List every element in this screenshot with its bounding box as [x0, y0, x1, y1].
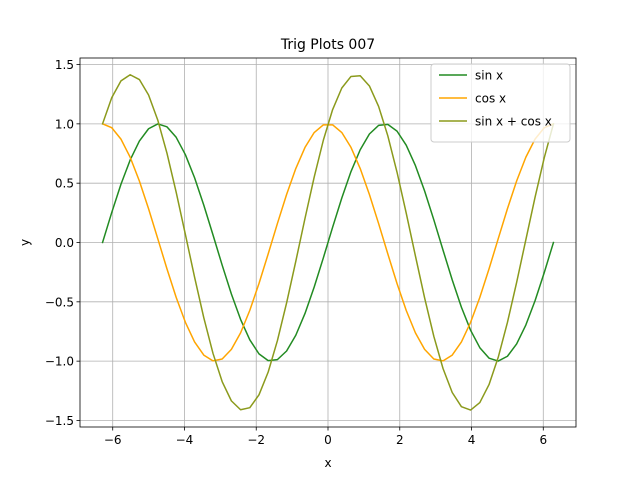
x-tick-label: −6: [104, 433, 122, 447]
y-axis-label: y: [18, 239, 32, 246]
plot-lines: [101, 73, 555, 411]
x-tick-label: 4: [468, 433, 476, 447]
chart-title: Trig Plots 007: [280, 37, 375, 53]
legend-label-2: sin x + cos x: [475, 115, 552, 129]
y-tick-label: −1.5: [45, 414, 74, 428]
series-line-0: [101, 123, 555, 362]
x-tick-label: 6: [539, 433, 547, 447]
y-tick-label: 1.0: [55, 117, 74, 131]
y-tick-label: −1.0: [45, 355, 74, 369]
y-tick-label: 0.0: [55, 236, 74, 250]
x-tick-label: −4: [176, 433, 194, 447]
legend-label-0: sin x: [475, 69, 503, 83]
series-line-2: [101, 73, 555, 411]
axis-ticks: −6 −4 −2 0 2 4 6 −1.5 −1.0 −0.5 0.0 0.5 1.0 1.5: [45, 58, 547, 447]
legend-label-1: cos x: [475, 92, 506, 106]
legend-box: [430, 63, 571, 143]
legend: sin x cos x sin x + cos x: [430, 63, 571, 143]
x-tick-label: −2: [247, 433, 265, 447]
x-tick-label: 0: [324, 433, 332, 447]
y-tick-label: 1.5: [55, 58, 74, 72]
y-tick-label: 0.5: [55, 177, 74, 191]
y-tick-label: −0.5: [45, 295, 74, 309]
x-tick-label: 2: [396, 433, 404, 447]
x-axis-label: x: [324, 456, 331, 470]
